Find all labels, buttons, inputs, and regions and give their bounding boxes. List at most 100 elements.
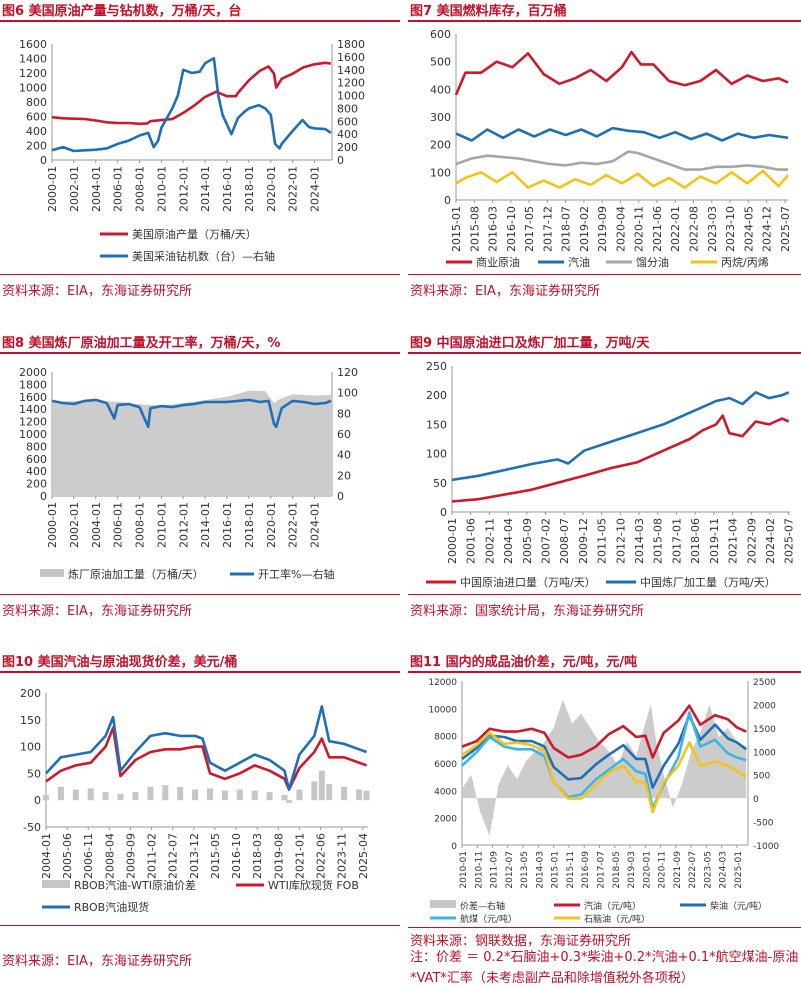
x-tick-label: 2004-04 <box>502 518 515 564</box>
legend-label: 中国原油进口量（万吨/天） <box>460 575 596 589</box>
bar-0-7 <box>147 786 154 801</box>
y-tick-label: 2000 <box>19 366 47 379</box>
x-tick-label: 2018-01 <box>243 166 256 212</box>
y-right-tick-label: 0 <box>337 154 344 167</box>
y-tick-label: 1800 <box>19 378 47 391</box>
y-tick-label: 600 <box>26 453 47 466</box>
y-tick-label: 150 <box>426 418 447 431</box>
y-right-tick-label: 1400 <box>337 64 365 77</box>
x-tick-label: 2008-01 <box>134 166 147 212</box>
x-tick-label: 2021-06 <box>651 206 664 252</box>
y-tick-label: 1400 <box>19 53 47 66</box>
bar-0-1 <box>57 786 64 801</box>
y-tick-label: 50 <box>433 477 447 490</box>
legend-label: RBOB汽油-WTI原油价差 <box>74 878 196 892</box>
x-tick-label: 2019-02 <box>578 206 591 252</box>
bottom-rule <box>408 927 801 928</box>
x-tick-label: 2024-02 <box>764 518 777 564</box>
y-tick-label: 1000 <box>19 82 47 95</box>
y-tick-label: 400 <box>26 465 47 478</box>
x-tick-label: 2022-09 <box>745 518 758 564</box>
line-series-1 <box>51 398 332 429</box>
chart-panel-10: 图10 美国汽油与原油现货价差，美元/桶 -50 0 50 100 150 200 2004… <box>0 651 400 971</box>
x-tick-label: 2023-05 <box>703 851 713 889</box>
y-tick-label: 150 <box>20 714 41 727</box>
x-tick-label: 2023-11 <box>336 833 349 879</box>
bar-0-3 <box>87 788 94 801</box>
title-rule <box>0 20 400 22</box>
x-tick-label: 2014-03 <box>633 518 646 564</box>
y-right-tick-label: 200 <box>337 141 358 154</box>
y-right-tick-label: 40 <box>337 449 351 462</box>
chart-svg-10: -50 0 50 100 150 200 2004-01 2005-06 2006-11 2008… <box>20 687 370 914</box>
chart-title: 图6 美国原油产量与钻机数，万桶/天，台 <box>2 4 242 19</box>
bottom-rule <box>408 594 801 595</box>
x-tick-label: 2007-02 <box>540 518 553 564</box>
chart-svg-11: 0 2000 4000 6000 8000 10000 12000 -1000 -500 0 500… <box>428 678 779 925</box>
x-tick-label: 2020-11 <box>658 851 668 889</box>
chart-svg-6: 0200400600800100012001400160002004006008… <box>19 38 365 263</box>
x-tick-label: 2016-10 <box>230 833 243 879</box>
area-series-0 <box>52 390 331 496</box>
x-tick-label: 2021-04 <box>727 518 740 564</box>
x-tick-label: 2002-01 <box>68 502 81 548</box>
x-tick-label: 2022-01 <box>287 166 300 212</box>
x-tick-label: 2020-01 <box>265 166 278 212</box>
bar-0-23 <box>356 789 363 801</box>
x-tick-label: 2010-01 <box>155 502 168 548</box>
x-tick-label: 2010-01 <box>459 851 469 889</box>
y-tick-label: 1600 <box>19 391 47 404</box>
x-tick-label: 2018-01 <box>243 502 256 548</box>
legend-label: 航煤（元/吨） <box>460 913 517 925</box>
bar-0-5 <box>117 793 124 801</box>
legend-label: 价差—右轴 <box>460 900 505 912</box>
bar-0-8 <box>162 785 169 801</box>
y-tick-label: 600 <box>26 111 47 124</box>
x-tick-label: 2016-01 <box>221 502 234 548</box>
y-right-tick-label: 2500 <box>753 678 776 688</box>
chart-panel-6: 图6 美国原油产量与钻机数，万桶/天，台 0 200 400 600 800 1000 12… <box>0 0 400 300</box>
bottom-rule <box>408 274 801 275</box>
y-right-tick-label: 500 <box>753 772 770 782</box>
x-tick-label: 2024-03 <box>719 851 729 889</box>
legend-swatch <box>40 569 64 577</box>
source-text: 资料来源：EIA，东海证券研究所 <box>2 284 192 299</box>
x-tick-label: 2022-01 <box>287 502 300 548</box>
chart-title: 图11 国内的成品油价差，元/吨，元/吨 <box>410 655 638 670</box>
x-tick-label: 2019-09 <box>596 206 609 252</box>
x-tick-label: 2009-12 <box>577 518 590 564</box>
y-right-tick-label: 600 <box>337 115 358 128</box>
line-series-0 <box>51 61 332 126</box>
y-tick-label: 1000 <box>19 428 47 441</box>
x-tick-label: 2016-10 <box>505 206 518 252</box>
y-right-tick-label: 20 <box>337 469 351 482</box>
line-series-1 <box>455 126 789 142</box>
x-tick-label: 2000-01 <box>46 502 59 548</box>
y-tick-label: 100 <box>20 741 41 754</box>
y-tick-label: 100 <box>430 166 451 179</box>
x-tick-label: 2006-11 <box>82 833 95 879</box>
x-tick-label: 2012-01 <box>177 166 190 212</box>
x-tick-label: 2023-10 <box>724 206 737 252</box>
y-tick-label: 250 <box>426 360 447 373</box>
y-tick-label: 12000 <box>428 678 457 688</box>
x-tick-label: 2004-01 <box>40 833 53 879</box>
x-tick-label: 2015-08 <box>652 518 665 564</box>
y-tick-label: 0 <box>440 506 447 519</box>
line-series-2 <box>461 713 747 789</box>
y-right-tick-label: 60 <box>337 428 351 441</box>
x-tick-label: 2020-04 <box>614 206 627 252</box>
chart-title: 图7 美国燃料库存，百万桶 <box>410 4 567 19</box>
line-series-2 <box>455 150 788 171</box>
x-tick-label: 2015-01 <box>551 851 561 889</box>
legend-swatch <box>430 900 456 908</box>
y-right-tick-label: 0 <box>753 795 759 805</box>
x-tick-label: 2024-01 <box>309 502 322 548</box>
y-tick-label: 200 <box>20 687 41 700</box>
x-tick-label: 2024-05 <box>742 206 755 252</box>
x-tick-label: 2011-02 <box>146 833 159 879</box>
x-tick-label: 2019-08 <box>272 833 285 879</box>
title-rule <box>0 671 400 673</box>
x-tick-label: 2016-01 <box>221 166 234 212</box>
x-tick-label: 2025-07 <box>779 206 792 252</box>
